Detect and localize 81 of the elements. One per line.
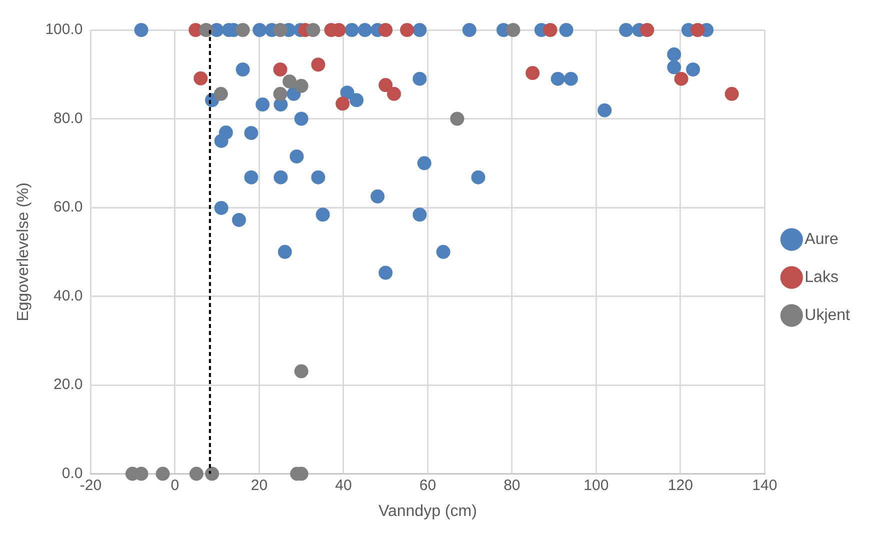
point (199, 23, 214, 37)
point (690, 23, 705, 37)
point (278, 244, 292, 259)
point (667, 60, 682, 74)
point (724, 86, 739, 101)
point (436, 244, 450, 259)
point (273, 86, 288, 101)
point (378, 78, 393, 92)
point (350, 93, 364, 108)
point (358, 23, 372, 37)
legend-label: Ukjent (804, 306, 851, 324)
point (194, 71, 208, 86)
point (252, 23, 267, 37)
point (667, 47, 682, 62)
x-tick-label: 80 (504, 476, 520, 494)
point (674, 72, 688, 86)
x-tick-label: 60 (419, 476, 436, 494)
point (214, 86, 228, 101)
point (282, 74, 297, 88)
point (294, 112, 308, 126)
point (559, 23, 574, 37)
y-tick-label: 20.0 (54, 376, 83, 394)
point (400, 23, 414, 37)
point (156, 466, 170, 481)
point (640, 23, 654, 37)
x-tick-label: 0 (170, 476, 180, 494)
point (344, 23, 359, 37)
point (412, 208, 427, 222)
x-tick-label: 120 (668, 476, 693, 494)
point (378, 23, 393, 37)
point (336, 96, 350, 111)
point (218, 126, 233, 140)
y-tick-label: 100.0 (45, 21, 83, 38)
y-tick-label: 80.0 (54, 110, 83, 127)
point (274, 170, 288, 184)
legend-label: Laks (804, 268, 838, 286)
y-tick-label: 60.0 (54, 198, 83, 216)
point (378, 266, 393, 280)
x-tick-label: 40 (335, 476, 352, 494)
point (462, 23, 476, 37)
point (550, 72, 565, 86)
point (294, 78, 308, 93)
point (273, 62, 288, 76)
point (316, 208, 330, 222)
point (386, 86, 401, 101)
point (564, 72, 578, 86)
point (236, 23, 250, 37)
x-axis-title: Vanndyp (cm) (378, 502, 477, 520)
point (412, 72, 427, 86)
x-tick-label: 20 (250, 476, 268, 494)
point (273, 23, 288, 37)
point (214, 200, 228, 215)
point (412, 23, 427, 37)
point (311, 170, 326, 184)
point (311, 58, 326, 72)
point (686, 62, 700, 76)
point (619, 23, 634, 37)
y-tick-label: 40.0 (54, 287, 83, 304)
point (471, 170, 486, 184)
point (256, 98, 270, 112)
point (244, 126, 258, 140)
legend-label: Aure (804, 230, 839, 248)
point (417, 156, 432, 170)
point (290, 149, 304, 164)
point (244, 170, 258, 184)
point (134, 23, 148, 37)
point (506, 23, 520, 37)
point (205, 466, 220, 481)
y-axis-title: Eggoverlevelse (%) (15, 182, 32, 322)
point (189, 466, 204, 481)
point (370, 189, 385, 204)
point (306, 23, 320, 37)
point (598, 103, 612, 118)
point (450, 112, 464, 126)
point (236, 62, 250, 76)
x-tick-label: 140 (752, 476, 778, 494)
point (294, 364, 308, 378)
x-tick-label: 100 (584, 476, 609, 494)
point (543, 23, 558, 37)
point (526, 66, 540, 80)
point (232, 212, 246, 227)
